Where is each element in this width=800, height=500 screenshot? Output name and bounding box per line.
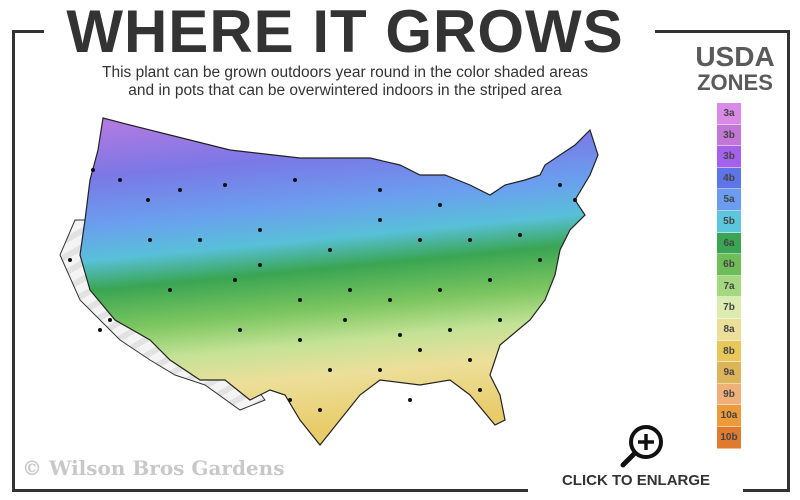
legend-zone: 7a bbox=[717, 275, 741, 298]
us-map-zones bbox=[79, 117, 599, 446]
city-dot bbox=[258, 263, 262, 267]
city-dot bbox=[438, 203, 442, 207]
magnifier-plus-icon bbox=[620, 425, 663, 468]
city-dot bbox=[438, 288, 442, 292]
city-dot bbox=[488, 278, 492, 282]
subtitle-line: This plant can be grown outdoors year ro… bbox=[102, 64, 588, 81]
page-title: WHERE IT GROWS bbox=[66, 0, 624, 65]
city-dot bbox=[108, 318, 112, 322]
legend-zone: 9a bbox=[717, 362, 741, 384]
city-dot bbox=[118, 178, 122, 182]
city-dot bbox=[168, 288, 172, 292]
city-dot bbox=[468, 358, 472, 362]
city-dot bbox=[318, 408, 322, 412]
city-dot bbox=[298, 338, 302, 342]
subtitle: This plant can be grown outdoors year ro… bbox=[40, 64, 650, 100]
city-dot bbox=[223, 183, 227, 187]
city-dot bbox=[68, 258, 72, 262]
frame-right bbox=[787, 30, 790, 492]
watermark: © Wilson Bros Gardens bbox=[22, 456, 285, 480]
legend-zone: 3b bbox=[717, 146, 741, 168]
city-dot bbox=[258, 228, 262, 232]
legend-zone: 4b bbox=[717, 167, 741, 190]
legend-zone: 10a bbox=[717, 405, 741, 427]
legend-zone: 6a bbox=[717, 232, 741, 255]
city-dot bbox=[178, 188, 182, 192]
enlarge-label: CLICK TO ENLARGE bbox=[561, 472, 711, 489]
subtitle-line: and in pots that can be overwintered ind… bbox=[128, 82, 562, 99]
legend-zone: 3b bbox=[717, 124, 741, 147]
city-dot bbox=[538, 258, 542, 262]
city-dot bbox=[328, 248, 332, 252]
city-dot bbox=[98, 328, 102, 332]
legend-zone: 8b bbox=[717, 340, 741, 363]
frame-bottom-right bbox=[743, 489, 790, 492]
legend-zone: 7b bbox=[717, 297, 741, 319]
legend-title: USDA ZONES bbox=[680, 41, 790, 96]
city-dot bbox=[198, 238, 202, 242]
city-dot bbox=[348, 288, 352, 292]
frame-top-right bbox=[655, 30, 790, 33]
city-dot bbox=[498, 318, 502, 322]
legend-title-usda: USDA bbox=[695, 41, 775, 72]
legend-zone: 3a bbox=[717, 103, 741, 125]
city-dot bbox=[288, 398, 292, 402]
city-dot bbox=[468, 238, 472, 242]
city-dot bbox=[448, 328, 452, 332]
legend-zone: 5b bbox=[717, 210, 741, 233]
frame-left bbox=[12, 30, 15, 492]
city-dot bbox=[418, 348, 422, 352]
city-dot bbox=[378, 188, 382, 192]
city-dot bbox=[378, 368, 382, 372]
legend-zone: 6b bbox=[717, 254, 741, 276]
zone-legend: 3a 3b 3b 4b 5a 5b 6a 6b 7a 7b 8a 8b 9a 9b 10a 10b bbox=[717, 103, 741, 449]
frame-top-left bbox=[12, 30, 44, 33]
city-dot bbox=[398, 333, 402, 337]
legend-zone: 10b bbox=[717, 426, 741, 449]
legend-zone: 8a bbox=[717, 318, 741, 341]
city-dot bbox=[91, 168, 95, 172]
legend-zone: 9b bbox=[717, 383, 741, 406]
city-dot bbox=[558, 183, 562, 187]
legend-title-zones: ZONES bbox=[697, 70, 773, 95]
city-dots bbox=[68, 168, 577, 412]
city-dot bbox=[298, 298, 302, 302]
frame-bottom-left bbox=[12, 489, 528, 492]
city-dot bbox=[233, 278, 237, 282]
city-dot bbox=[146, 198, 150, 202]
city-dot bbox=[573, 198, 577, 202]
city-dot bbox=[408, 398, 412, 402]
city-dot bbox=[478, 388, 482, 392]
city-dot bbox=[293, 178, 297, 182]
city-dot bbox=[388, 298, 392, 302]
city-dot bbox=[418, 238, 422, 242]
city-dot bbox=[378, 218, 382, 222]
city-dot bbox=[148, 238, 152, 242]
city-dot bbox=[238, 328, 242, 332]
city-dot bbox=[343, 318, 347, 322]
city-dot bbox=[518, 233, 522, 237]
legend-zone: 5a bbox=[717, 189, 741, 211]
city-dot bbox=[328, 368, 332, 372]
